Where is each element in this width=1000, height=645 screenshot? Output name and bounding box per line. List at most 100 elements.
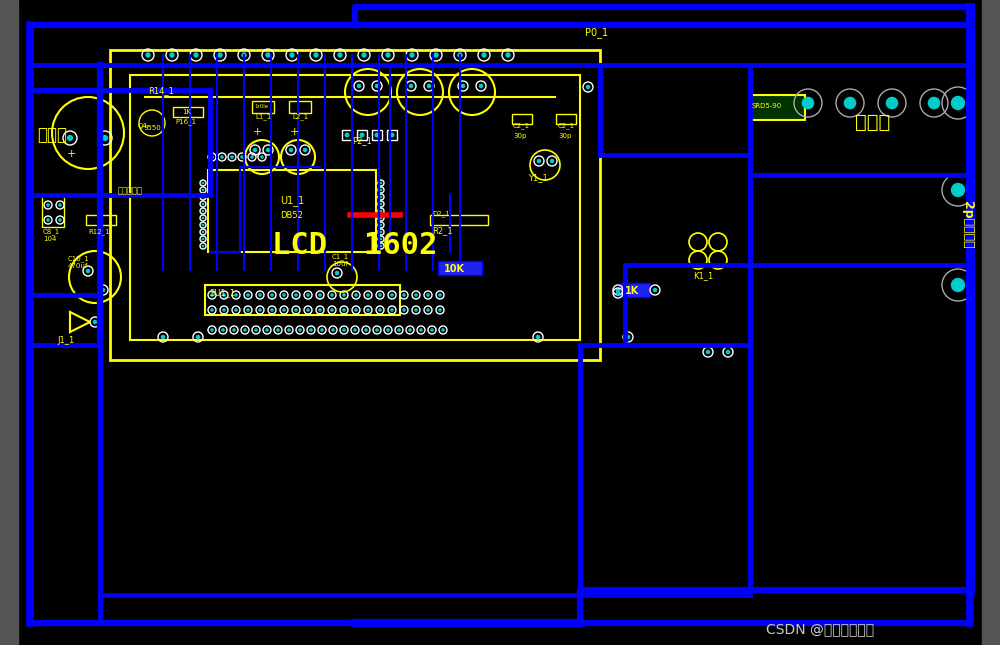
Circle shape (479, 84, 483, 88)
Bar (173, 107, 203, 117)
Circle shape (928, 97, 940, 109)
Bar (982, 0, 1000, 645)
Circle shape (202, 195, 204, 199)
Circle shape (626, 335, 630, 339)
Circle shape (430, 328, 434, 332)
Circle shape (102, 135, 108, 141)
Bar (205, 285, 400, 315)
Circle shape (46, 203, 50, 207)
Circle shape (202, 237, 204, 241)
Text: L2_1: L2_1 (292, 113, 308, 120)
Circle shape (380, 224, 382, 226)
Circle shape (196, 335, 200, 339)
Circle shape (426, 293, 430, 297)
Bar (130, 75, 580, 340)
Text: J1_1: J1_1 (57, 336, 74, 345)
Circle shape (232, 328, 236, 332)
Circle shape (481, 52, 487, 57)
Circle shape (294, 308, 298, 312)
Circle shape (357, 84, 361, 88)
Circle shape (282, 293, 286, 297)
Text: R2_1: R2_1 (432, 226, 453, 235)
Circle shape (433, 52, 439, 57)
Circle shape (409, 52, 415, 57)
Circle shape (276, 328, 280, 332)
Circle shape (390, 132, 394, 137)
Text: 30p: 30p (558, 133, 571, 139)
Circle shape (342, 328, 346, 332)
Circle shape (366, 293, 370, 297)
Bar (430, 215, 488, 225)
Text: P2_1: P2_1 (352, 136, 372, 145)
Circle shape (266, 148, 270, 152)
Bar (289, 101, 311, 113)
Circle shape (243, 328, 247, 332)
Text: LCD  1602: LCD 1602 (272, 231, 438, 260)
Circle shape (240, 155, 244, 159)
Circle shape (653, 288, 657, 292)
Bar (42, 195, 64, 227)
Circle shape (331, 328, 335, 332)
Circle shape (258, 293, 262, 297)
Circle shape (438, 293, 442, 297)
Circle shape (318, 308, 322, 312)
Circle shape (414, 293, 418, 297)
Text: R14_1: R14_1 (148, 86, 174, 95)
Circle shape (337, 52, 343, 57)
Text: C2_1: C2_1 (513, 122, 530, 129)
Circle shape (306, 308, 310, 312)
Circle shape (409, 84, 413, 88)
Text: CSDN @冠一电子设计: CSDN @冠一电子设计 (766, 622, 874, 636)
Bar (512, 114, 532, 124)
Circle shape (360, 132, 364, 137)
Circle shape (380, 244, 382, 247)
Circle shape (616, 291, 620, 295)
Text: 9550: 9550 (144, 125, 162, 131)
Bar (86, 215, 116, 225)
Circle shape (289, 148, 293, 152)
Circle shape (419, 328, 423, 332)
Circle shape (366, 308, 370, 312)
Text: L1_1: L1_1 (255, 113, 271, 120)
Bar (372, 130, 382, 140)
Circle shape (802, 97, 814, 109)
Circle shape (313, 52, 319, 57)
Circle shape (287, 328, 291, 332)
Circle shape (282, 308, 286, 312)
Circle shape (386, 328, 390, 332)
Circle shape (375, 84, 379, 88)
Text: P0_1: P0_1 (585, 27, 608, 38)
Text: Y1_1: Y1_1 (528, 173, 548, 182)
Circle shape (234, 293, 238, 297)
Text: 2p接线端子: 2p接线端子 (962, 201, 974, 249)
Circle shape (380, 203, 382, 205)
Text: 传感器接口: 传感器接口 (118, 186, 143, 195)
Circle shape (378, 293, 382, 297)
Circle shape (438, 308, 442, 312)
Circle shape (202, 224, 204, 226)
Circle shape (289, 52, 295, 57)
Circle shape (202, 217, 204, 219)
Circle shape (375, 328, 379, 332)
Circle shape (210, 293, 214, 297)
Circle shape (222, 293, 226, 297)
Circle shape (537, 159, 541, 163)
Circle shape (380, 237, 382, 241)
Circle shape (221, 328, 225, 332)
Circle shape (427, 84, 431, 88)
Circle shape (342, 308, 346, 312)
Text: 10uf: 10uf (332, 261, 348, 267)
Text: D2_1: D2_1 (432, 210, 450, 217)
Circle shape (335, 271, 339, 275)
Circle shape (380, 195, 382, 199)
Circle shape (441, 328, 445, 332)
Circle shape (222, 308, 226, 312)
Circle shape (408, 328, 412, 332)
Circle shape (402, 293, 406, 297)
Circle shape (294, 293, 298, 297)
Circle shape (270, 293, 274, 297)
Circle shape (253, 148, 257, 152)
Text: C2_1: C2_1 (558, 122, 575, 129)
Text: 470uf: 470uf (68, 263, 88, 269)
Circle shape (320, 328, 324, 332)
